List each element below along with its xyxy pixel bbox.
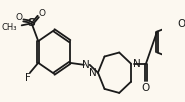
Text: O: O [16, 13, 23, 22]
Text: O: O [39, 9, 46, 18]
Text: N: N [89, 68, 97, 78]
Text: CH₃: CH₃ [1, 23, 17, 32]
Text: N: N [83, 60, 90, 70]
Text: O: O [142, 83, 150, 93]
Text: N: N [133, 59, 140, 69]
Text: S: S [28, 18, 36, 28]
Text: O: O [177, 19, 185, 29]
Text: F: F [25, 73, 31, 83]
